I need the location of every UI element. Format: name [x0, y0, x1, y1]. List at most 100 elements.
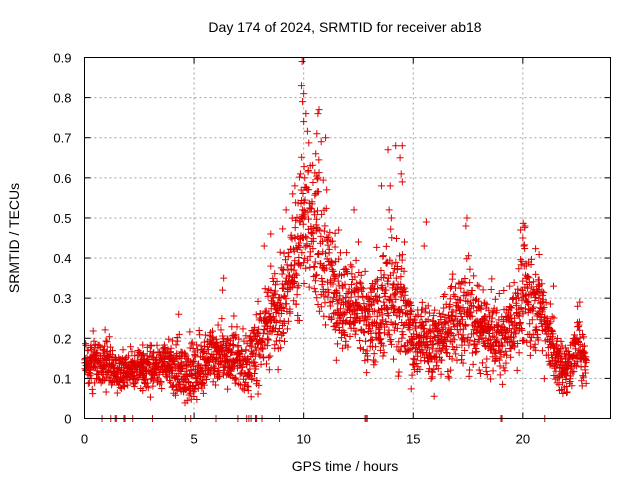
data-point [462, 222, 470, 230]
data-point [459, 304, 467, 312]
data-point [506, 311, 514, 319]
data-point [324, 241, 332, 249]
data-point [139, 350, 147, 358]
data-point [217, 326, 225, 334]
data-point [351, 330, 359, 338]
data-point [387, 214, 395, 222]
data-point [204, 346, 212, 354]
data-point [291, 224, 299, 232]
data-point [353, 285, 361, 293]
data-point [399, 330, 407, 338]
data-point [391, 290, 399, 298]
data-point [546, 361, 554, 369]
data-point [280, 337, 288, 345]
data-point [229, 348, 237, 356]
data-point [382, 286, 390, 294]
data-point [486, 336, 494, 344]
data-point [232, 331, 240, 339]
data-point [305, 186, 313, 194]
data-point [527, 255, 535, 263]
data-point [301, 196, 309, 204]
chart-title: Day 174 of 2024, SRMTID for receiver ab1… [208, 19, 481, 35]
data-point [272, 337, 280, 345]
data-point [562, 365, 570, 373]
data-point [274, 327, 282, 335]
data-point [380, 349, 388, 357]
y-axis-label: SRMTID / TECUs [6, 183, 22, 293]
data-point [442, 318, 450, 326]
data-point [304, 215, 312, 223]
data-point [305, 283, 313, 291]
data-point [380, 289, 388, 297]
data-point [363, 347, 371, 355]
data-point [320, 227, 328, 235]
data-point [296, 170, 304, 178]
data-point [188, 340, 196, 348]
data-point [272, 319, 280, 327]
data-point [264, 292, 272, 300]
data-point [259, 345, 267, 353]
data-point [427, 375, 435, 383]
data-point [388, 234, 396, 242]
data-point [266, 352, 274, 360]
data-point [318, 281, 326, 289]
data-point [507, 353, 515, 361]
data-point [106, 343, 114, 351]
data-point [301, 174, 309, 182]
data-point [449, 308, 457, 316]
data-point [297, 262, 305, 270]
data-point [314, 174, 322, 182]
data-point [306, 204, 314, 212]
data-point [276, 248, 284, 256]
data-point [120, 382, 128, 390]
data-point [445, 374, 453, 382]
data-point [388, 340, 396, 348]
data-point [317, 260, 325, 268]
data-point [119, 346, 127, 354]
data-point [377, 321, 385, 329]
data-point [534, 336, 542, 344]
data-point [437, 316, 445, 324]
data-point [144, 384, 152, 392]
data-point [314, 188, 322, 196]
data-point [310, 263, 318, 271]
data-point [333, 340, 341, 348]
data-point [369, 336, 377, 344]
data-point [331, 243, 339, 251]
data-point [295, 282, 303, 290]
data-point [287, 231, 295, 239]
data-point [184, 378, 192, 386]
data-point [256, 310, 264, 318]
data-point [424, 358, 432, 366]
data-point [382, 317, 390, 325]
data-point [265, 366, 273, 374]
data-point [271, 287, 279, 295]
data-point [483, 370, 491, 378]
data-point [347, 293, 355, 301]
data-point [452, 350, 460, 358]
data-point [273, 277, 281, 285]
data-point [336, 249, 344, 257]
data-point [373, 276, 381, 284]
data-point [386, 182, 394, 190]
data-point [332, 273, 340, 281]
data-point [380, 298, 388, 306]
data-point [557, 337, 565, 345]
data-point [183, 355, 191, 363]
data-point [544, 323, 552, 331]
data-point [259, 329, 267, 337]
data-point [113, 389, 121, 397]
data-point [312, 150, 320, 158]
data-point [580, 333, 588, 341]
data-point [308, 200, 316, 208]
data-point [269, 274, 277, 282]
data-point [309, 235, 317, 243]
data-point [469, 330, 477, 338]
data-point [342, 309, 350, 317]
data-point [348, 263, 356, 271]
data-point [325, 245, 333, 253]
data-point [279, 329, 287, 337]
data-point [311, 258, 319, 266]
data-point [146, 393, 154, 401]
data-point [475, 366, 483, 374]
